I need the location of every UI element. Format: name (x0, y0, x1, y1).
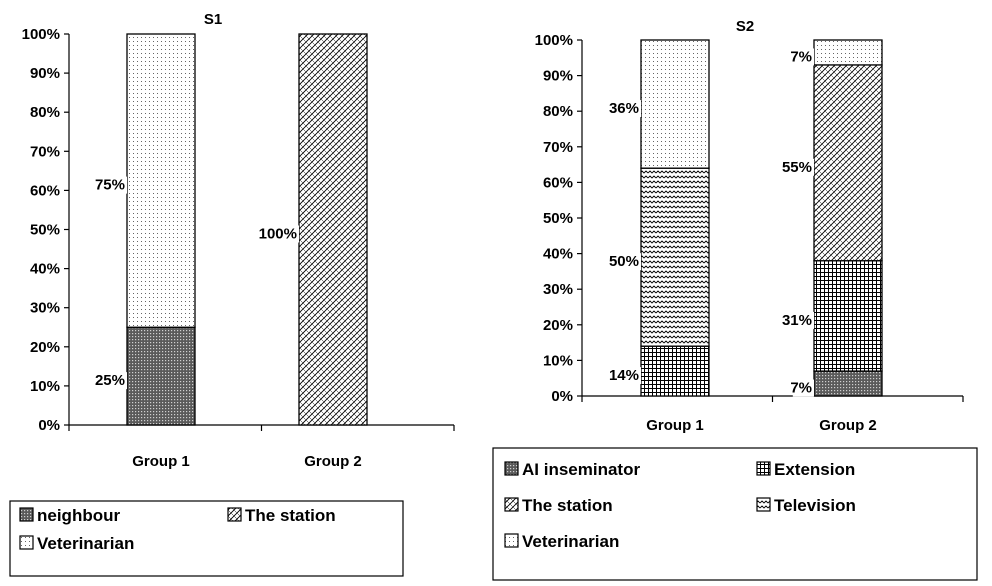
legend-label: The station (245, 506, 336, 525)
bars: 25% 75% 100% (95, 33, 368, 426)
data-label-bg (784, 311, 814, 329)
y-tick-label: 60% (543, 174, 573, 191)
bar-segment (813, 370, 883, 397)
legend-label: AI inseminator (522, 460, 640, 479)
legend-label: The station (522, 496, 613, 515)
legend-label: Veterinarian (522, 532, 619, 551)
y-tick-label: 20% (543, 317, 573, 334)
data-label-bg (97, 372, 127, 390)
legend-label: Veterinarian (37, 534, 134, 553)
y-tick-label: 70% (543, 139, 573, 156)
legend-swatch (504, 461, 519, 476)
bar-segment (640, 167, 710, 347)
x-tick-label: Group 2 (819, 417, 877, 434)
legend-swatch (504, 533, 519, 548)
y-tick-label: 100% (535, 32, 573, 49)
y-tick-label: 90% (543, 68, 573, 85)
data-label-bg (792, 379, 814, 397)
data-label-bg (611, 100, 641, 118)
data-label-bg (792, 48, 814, 66)
y-tick-label: 90% (30, 65, 60, 82)
data-label-bg (260, 225, 299, 243)
data-label: 100% (259, 226, 297, 243)
data-label-bg (97, 176, 127, 194)
chart-title: S1 (204, 11, 222, 28)
y-tick-label: 70% (30, 143, 60, 160)
bar-segment (126, 326, 196, 426)
data-label: 75% (95, 177, 125, 194)
y-tick-label: 10% (30, 378, 60, 395)
x-axis: Group 1 Group 2 (68, 424, 455, 470)
legend-label: neighbour (37, 506, 120, 525)
y-tick-label: 60% (30, 182, 60, 199)
legend-swatch (19, 535, 34, 550)
data-label: 14% (609, 367, 639, 384)
chart-s2: S2 0% 10% 20% 30% 40% 50% 60% 70% 80% 90% 100% Gro… (492, 18, 978, 581)
legend-swatch (756, 461, 771, 476)
data-label: 55% (782, 159, 812, 176)
legend-swatch (504, 497, 519, 512)
x-tick-label: Group 1 (132, 453, 190, 470)
legend-swatch (19, 507, 34, 522)
y-tick-label: 10% (543, 352, 573, 369)
data-label: 31% (782, 312, 812, 329)
data-label: 7% (790, 48, 812, 65)
bars: 14% 50% 36% 7% 31% 55% 7% (609, 39, 883, 397)
bar-segment (640, 39, 710, 169)
x-tick-label: Group 1 (646, 417, 704, 434)
y-tick-label: 50% (543, 210, 573, 227)
y-tick-label: 40% (543, 246, 573, 263)
y-axis: 0% 10% 20% 30% 40% 50% 60% 70% 80% 90% 100% (535, 32, 583, 405)
y-axis: 0% 10% 20% 30% 40% 50% 60% 70% 80% 90% 100% (22, 26, 70, 434)
legend: AI inseminator Extension The station Televi… (492, 447, 978, 581)
legend-label: Television (774, 496, 856, 515)
data-label: 36% (609, 100, 639, 117)
legend-swatch (756, 497, 771, 512)
bar-segment (813, 39, 883, 66)
y-tick-label: 50% (30, 222, 60, 239)
bar-segment (126, 33, 196, 328)
chart-s1: S1 0% 10% 20% 30% 40% 50% 60% 70% 80% 90% 100% Gro… (9, 11, 455, 577)
x-tick-label: Group 2 (304, 453, 362, 470)
legend-swatch (227, 507, 242, 522)
y-tick-label: 30% (543, 281, 573, 298)
y-tick-label: 80% (543, 103, 573, 120)
legend-label: Extension (774, 460, 855, 479)
y-tick-label: 80% (30, 104, 60, 121)
legend: neighbour The station Veterinarian (9, 500, 404, 577)
y-tick-label: 30% (30, 300, 60, 317)
data-label-bg (611, 367, 641, 385)
bar-segment (298, 33, 368, 426)
y-tick-label: 40% (30, 261, 60, 278)
bar-segment (813, 260, 883, 372)
y-tick-label: 100% (22, 26, 60, 43)
y-tick-label: 0% (551, 388, 573, 405)
x-axis: Group 1 Group 2 (581, 395, 964, 434)
chart-title: S2 (736, 18, 754, 35)
legend-box (9, 500, 404, 577)
data-label: 7% (790, 380, 812, 397)
data-label-bg (784, 158, 814, 176)
data-label: 25% (95, 372, 125, 389)
data-label: 50% (609, 253, 639, 270)
y-tick-label: 20% (30, 339, 60, 356)
bar-segment (640, 345, 710, 397)
legend-box (492, 447, 978, 581)
y-tick-label: 0% (38, 417, 60, 434)
bar-segment (813, 64, 883, 262)
data-label-bg (611, 253, 641, 271)
